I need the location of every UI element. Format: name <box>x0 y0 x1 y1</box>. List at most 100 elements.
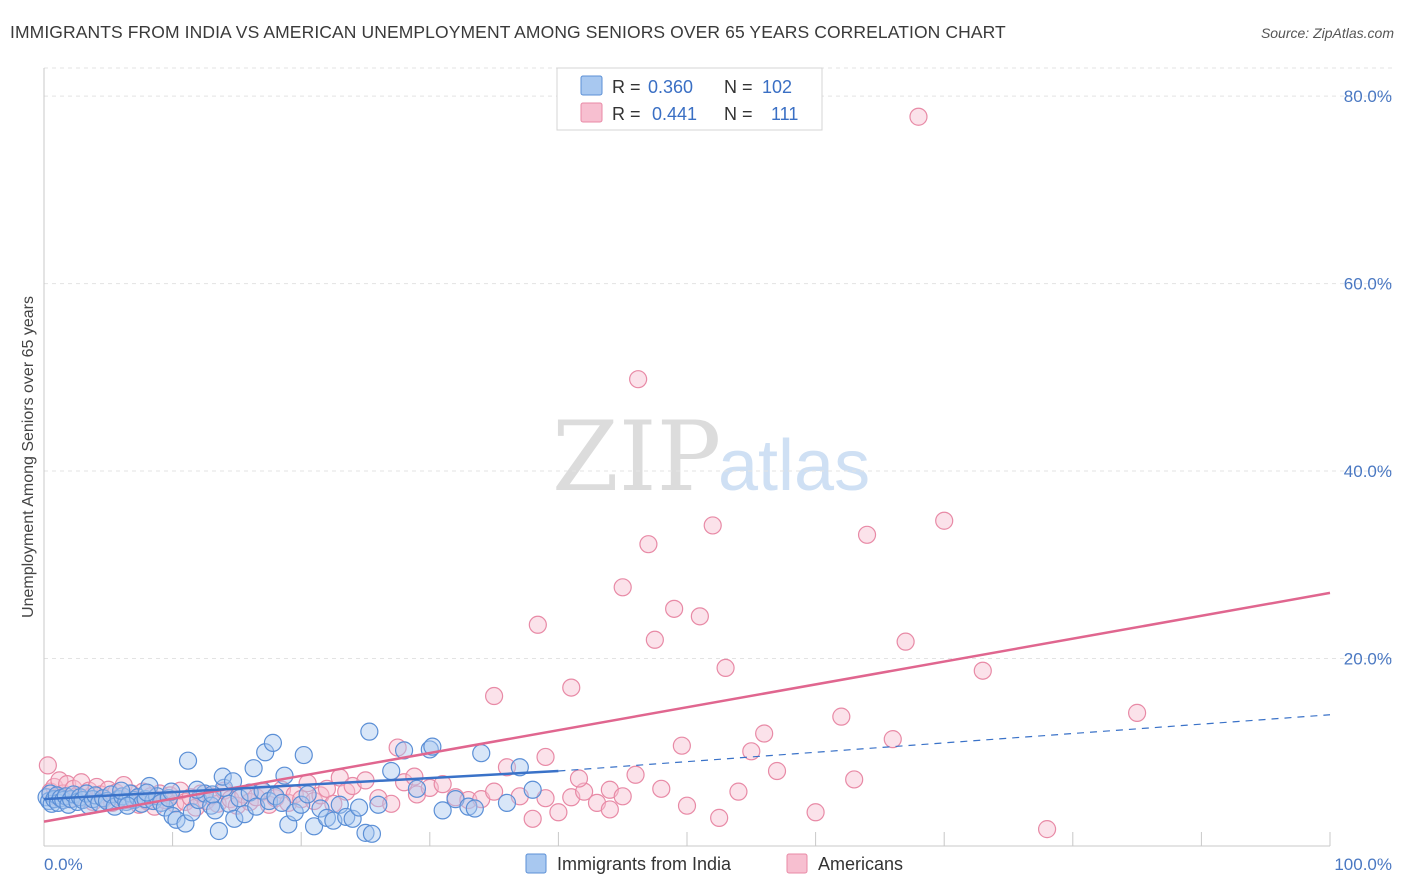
legend-r-label-americans: R = <box>612 104 641 124</box>
chart-title: IMMIGRANTS FROM INDIA VS AMERICAN UNEMPL… <box>10 22 1006 42</box>
data-point-americans <box>549 803 568 822</box>
data-point-americans <box>311 786 330 805</box>
legend-r-label-india: R = <box>612 77 641 97</box>
data-point-americans <box>569 769 589 788</box>
data-point-americans <box>690 607 709 626</box>
y-tick-label: 60.0% <box>1344 275 1392 294</box>
data-point-india <box>209 821 228 841</box>
data-point-americans <box>536 747 555 767</box>
legend-n-value-india: 102 <box>762 77 792 97</box>
data-point-india <box>337 807 356 827</box>
data-point-india <box>343 809 362 828</box>
legend-r-value-americans: 0.441 <box>652 104 697 124</box>
data-point-india <box>407 779 427 798</box>
data-point-india <box>213 767 232 786</box>
legend-n-label-india: N = <box>724 77 753 97</box>
grid-layer <box>44 67 1392 660</box>
bottom-legend-label-americans: Americans <box>818 854 903 874</box>
data-point-americans <box>485 782 504 801</box>
data-point-americans <box>433 775 452 794</box>
data-point-americans <box>629 370 648 389</box>
data-point-americans <box>883 730 902 749</box>
data-point-india <box>294 745 313 765</box>
trend-line-americans <box>43 591 1331 823</box>
data-point-americans <box>710 808 729 827</box>
data-point-americans <box>767 761 787 781</box>
data-point-americans <box>652 779 671 798</box>
data-point-india <box>178 751 198 770</box>
data-point-india <box>349 798 369 817</box>
data-point-americans <box>639 535 658 554</box>
data-point-india <box>263 733 283 752</box>
data-point-americans <box>613 787 632 806</box>
data-point-americans <box>806 803 825 822</box>
data-point-americans <box>935 511 954 530</box>
data-point-americans <box>742 742 761 761</box>
data-point-india <box>167 810 186 829</box>
bottom-legend-swatch-india <box>525 853 547 874</box>
y-tick-labels: 20.0% 40.0% 60.0% 80.0% <box>1344 87 1392 668</box>
legend-swatch-americans <box>580 102 603 123</box>
data-point-americans <box>382 794 401 813</box>
data-point-americans <box>703 516 722 535</box>
x-tick-labels: 0.0% 100.0% <box>43 832 1392 874</box>
watermark-zip: ZIP <box>552 401 721 513</box>
data-point-americans <box>665 599 684 618</box>
data-point-americans <box>562 678 581 697</box>
data-point-india <box>266 787 285 806</box>
data-point-india <box>292 795 311 814</box>
legend-swatch-india <box>580 75 603 96</box>
y-tick-label: 20.0% <box>1344 650 1392 669</box>
data-point-americans <box>716 658 735 678</box>
data-point-india <box>382 761 401 781</box>
data-point-americans <box>626 765 645 784</box>
data-point-americans <box>677 796 697 815</box>
data-point-india <box>176 814 195 833</box>
data-point-americans <box>845 770 864 789</box>
data-point-india <box>298 785 317 804</box>
data-point-india <box>225 809 244 828</box>
data-point-india <box>360 722 379 741</box>
data-point-americans <box>832 707 851 726</box>
legend-r-value-india: 0.360 <box>648 77 693 97</box>
data-point-india <box>304 817 324 836</box>
legend-box: R = 0.360 N = 102 R = 0.441 N = 111 <box>556 67 823 131</box>
watermark-atlas: atlas <box>718 426 870 506</box>
y-tick-label: 80.0% <box>1344 87 1392 106</box>
data-point-americans <box>523 809 542 828</box>
data-point-americans <box>497 758 517 777</box>
data-point-americans <box>857 525 877 544</box>
trend-line-india <box>43 769 559 801</box>
data-point-india <box>472 744 491 763</box>
data-point-americans <box>672 736 691 755</box>
trend-lines <box>43 591 1331 823</box>
data-point-americans <box>528 615 547 634</box>
y-tick-label: 40.0% <box>1344 462 1392 481</box>
bottom-legend: Immigrants from India Americans <box>525 853 903 874</box>
data-point-americans <box>613 578 632 597</box>
bottom-legend-swatch-americans <box>786 853 808 874</box>
data-point-india <box>433 801 452 820</box>
data-point-americans <box>896 632 915 651</box>
data-point-india <box>285 803 304 822</box>
data-point-india <box>356 823 375 842</box>
data-point-india <box>459 797 478 816</box>
data-point-india <box>256 743 275 762</box>
data-point-americans <box>485 686 504 706</box>
data-point-india <box>272 793 292 812</box>
y-axis-label: Unemployment Among Seniors over 65 years <box>20 296 37 618</box>
data-point-india <box>465 799 484 818</box>
data-point-india <box>523 780 542 799</box>
chart-source: Source: ZipAtlas.com <box>1260 25 1394 41</box>
bottom-legend-label-india: Immigrants from India <box>557 854 732 874</box>
data-point-americans <box>536 789 555 808</box>
x-tick-label-max: 100.0% <box>1334 855 1392 874</box>
x-tick-label-min: 0.0% <box>44 855 83 874</box>
data-point-india <box>244 759 263 778</box>
data-point-india <box>369 795 388 814</box>
data-point-americans <box>600 800 619 819</box>
data-point-india <box>510 758 529 777</box>
data-point-india <box>394 741 414 760</box>
legend-n-label-americans: N = <box>724 104 753 124</box>
